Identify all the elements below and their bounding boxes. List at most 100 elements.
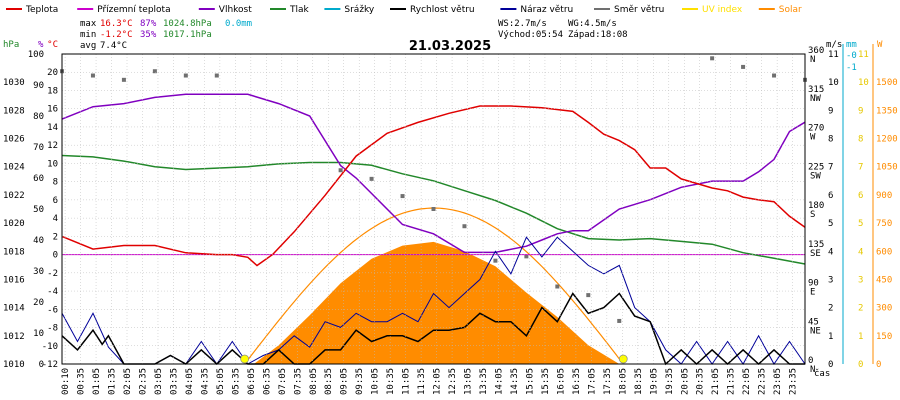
max-temp: 16.3°C <box>100 19 133 29</box>
rain-tick-label: -0 <box>846 51 857 61</box>
x-tick-label: 01:05 <box>92 368 102 395</box>
sunrise-stat: Východ:05:54 <box>498 30 563 40</box>
pressure-tick-label: 1030 <box>3 78 25 88</box>
legend-item: Vlhkost <box>198 5 252 15</box>
wind-direction-point <box>152 69 157 74</box>
x-tick-label: 18:05 <box>618 368 628 395</box>
humidity-tick-label: 10 <box>33 329 44 339</box>
solar-axis-label: W <box>877 40 883 50</box>
direction-tick-label: NW <box>810 94 821 104</box>
x-tick-label: 04:05 <box>185 368 195 395</box>
humidity-tick-label: 50 <box>33 205 44 215</box>
humidity-tick-label: 80 <box>33 112 44 122</box>
uv-tick-label: 0 <box>858 360 863 370</box>
x-tick-label: 10:35 <box>386 368 396 395</box>
pressure-axis-label: hPa <box>3 40 19 50</box>
direction-tick-label: 180 <box>808 201 824 211</box>
x-tick-label: 13:05 <box>464 368 474 395</box>
humidity-tick-label: 100 <box>28 50 44 60</box>
humidity-tick-label: 60 <box>33 174 44 184</box>
wind-axis-label: m/s <box>826 40 842 50</box>
legend-item: Solar <box>758 5 802 15</box>
legend-item: UV index <box>682 5 743 15</box>
wind-direction-point <box>555 284 560 289</box>
legend-item: Tlak <box>270 5 310 15</box>
humidity-axis-label: % <box>38 40 44 50</box>
x-tick-label: 07:35 <box>293 368 303 395</box>
direction-tick-label: 225 <box>808 162 824 172</box>
x-tick-label: 21:35 <box>727 368 737 395</box>
x-tick-label: 03:05 <box>154 368 164 395</box>
x-tick-label: 08:05 <box>309 368 319 395</box>
solar-tick-label: 1200 <box>876 135 898 145</box>
x-tick-label: 09:05 <box>340 368 350 395</box>
uv-tick-label: 8 <box>858 135 863 145</box>
solar-tick-label: 450 <box>876 275 892 285</box>
max-press: 1024.8hPa <box>163 19 212 29</box>
uv-tick-label: 2 <box>858 304 863 314</box>
max-hum: 87% <box>140 19 157 29</box>
x-tick-label: 17:05 <box>587 368 597 395</box>
wind-tick-label: 9 <box>828 106 833 116</box>
max-label: max <box>80 19 97 29</box>
wind-direction-point <box>524 254 529 259</box>
sunset-stat: Západ:18:08 <box>568 30 628 40</box>
solar-tick-label: 1500 <box>876 78 898 88</box>
x-tick-label: 07:05 <box>278 368 288 395</box>
uv-tick-label: 11 <box>858 50 869 60</box>
direction-tick-label: N <box>810 365 815 375</box>
uv-tick-label: 4 <box>858 247 863 257</box>
temperature-tick-label: -2 <box>47 269 58 279</box>
rain-axis-label: mm <box>846 40 857 50</box>
x-tick-label: 15:35 <box>541 368 551 395</box>
x-tick-label: 14:35 <box>510 368 520 395</box>
direction-tick-label: NE <box>810 326 821 336</box>
x-tick-label: 21:05 <box>711 368 721 395</box>
temperature-tick-label: 6 <box>53 196 58 206</box>
chart-title: 21.03.2025 <box>409 39 491 54</box>
x-tick-label: 14:05 <box>495 368 505 395</box>
solar-tick-label: 750 <box>876 219 892 229</box>
legend-item: Rychlost větru <box>390 5 475 15</box>
pressure-tick-label: 1016 <box>3 275 25 285</box>
temperature-tick-label: 0 <box>53 251 58 261</box>
solar-tick-label: 0 <box>876 360 881 370</box>
x-tick-label: 22:35 <box>758 368 768 395</box>
direction-tick-label: 135 <box>808 240 824 250</box>
chart-legend: Teplota Přízemní teplota Vlhkost Tlak Srážky… <box>6 5 802 15</box>
humidity-tick-label: 40 <box>33 236 44 246</box>
x-tick-label: 03:35 <box>169 368 179 395</box>
temperature-tick-label: 16 <box>47 105 58 115</box>
x-tick-label: 11:35 <box>417 368 427 395</box>
pressure-line <box>61 154 806 265</box>
temperature-tick-label: -12 <box>42 360 58 370</box>
x-tick-label: 22:05 <box>742 368 752 395</box>
x-tick-label: 19:35 <box>665 368 675 395</box>
wind-direction-point <box>400 194 405 199</box>
temperature-tick-label: 20 <box>47 68 58 78</box>
uv-tick-label: 9 <box>858 106 863 116</box>
x-tick-label: 02:35 <box>138 368 148 395</box>
legend-label: Tlak <box>289 5 310 15</box>
temperature-tick-label: -4 <box>47 287 58 297</box>
solar-tick-label: 1350 <box>876 106 898 116</box>
humidity-tick-label: 90 <box>33 81 44 91</box>
avg-temp: 7.4°C <box>100 41 127 51</box>
humidity-tick-label: 30 <box>33 267 44 277</box>
x-tick-label: 05:05 <box>216 368 226 395</box>
x-tick-label: 15:05 <box>525 368 535 395</box>
x-tick-label: 23:35 <box>789 368 799 395</box>
pressure-tick-label: 1024 <box>3 163 25 173</box>
wind-direction-point <box>741 64 746 69</box>
uv-tick-label: 10 <box>858 78 869 88</box>
x-tick-label: 13:35 <box>479 368 489 395</box>
legend-item: Srážky <box>324 5 375 15</box>
sunrise-marker <box>240 354 250 364</box>
temperature-tick-label: 12 <box>47 141 58 151</box>
temperature-tick-label: 2 <box>53 232 58 242</box>
wind-direction-point <box>431 207 436 211</box>
solar-tick-label: 300 <box>876 304 892 314</box>
x-tick-label: 12:35 <box>448 368 458 395</box>
axes: -12-10-8-6-4-202468101214161820°C1010101… <box>3 40 898 395</box>
direction-tick-label: SE <box>810 249 821 259</box>
